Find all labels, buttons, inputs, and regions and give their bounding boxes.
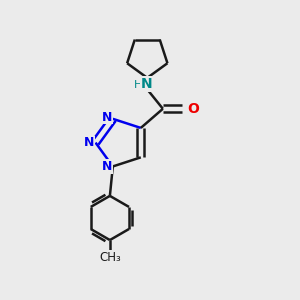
Text: N: N xyxy=(102,160,112,173)
Text: H: H xyxy=(134,80,142,90)
Text: CH₃: CH₃ xyxy=(99,250,121,264)
Text: N: N xyxy=(84,136,94,149)
Text: N: N xyxy=(141,77,152,91)
Text: O: O xyxy=(187,102,199,116)
Text: N: N xyxy=(102,111,112,124)
